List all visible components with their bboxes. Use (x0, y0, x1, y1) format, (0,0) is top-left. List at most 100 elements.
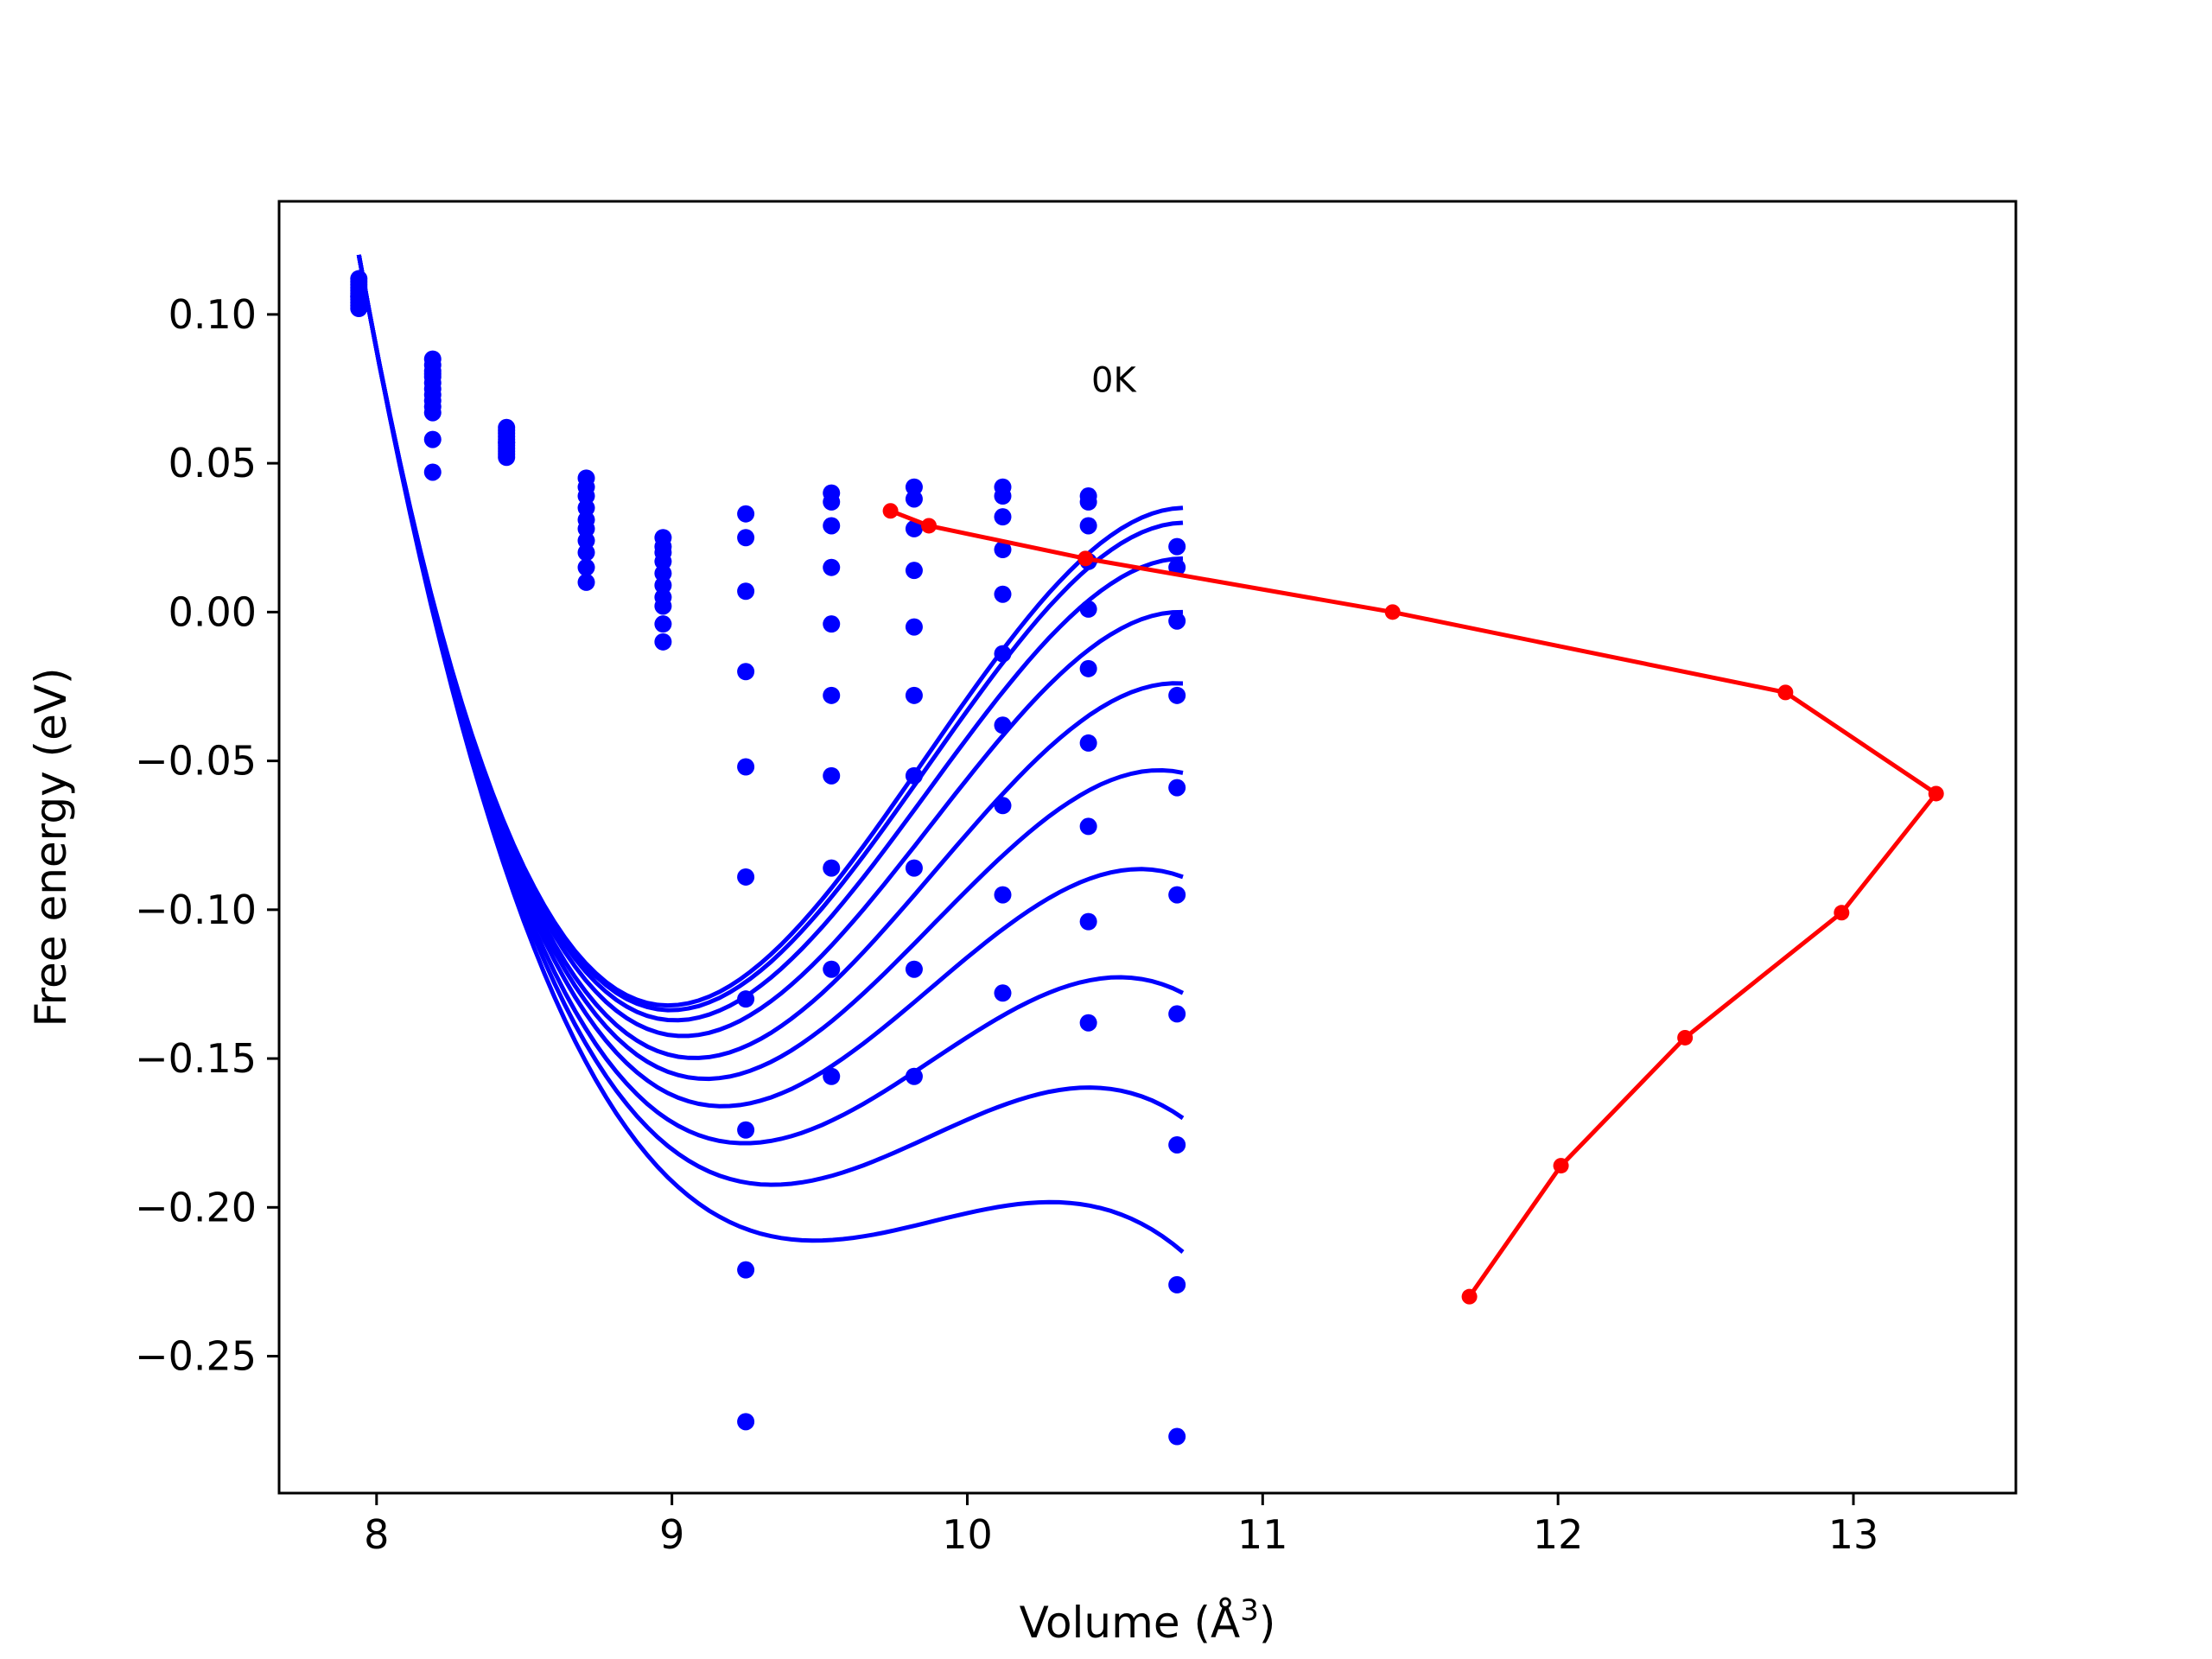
y-tick-label-4: −0.10 (135, 887, 257, 933)
data-point-s2-v7 (905, 519, 923, 537)
data-point-s5-v9 (1079, 659, 1097, 677)
data-point-s7-v6 (823, 859, 841, 877)
data-point-s8-v6 (823, 960, 841, 978)
data-point-s8-v10 (1168, 1275, 1186, 1294)
data-point-s7-v5 (737, 1121, 755, 1139)
data-point-s3-v3 (577, 499, 595, 517)
data-point-s7-v9 (1079, 817, 1097, 836)
x-tick-label-11: 11 (1237, 1511, 1288, 1558)
axes-frame (277, 200, 2018, 1495)
x-axis: 8 9 10 11 12 13 (364, 1493, 1878, 1558)
data-point-extra-0 (423, 365, 442, 383)
data-point-s9-v8 (994, 984, 1012, 1002)
data-point-s4-v4 (654, 564, 672, 582)
data-point-s6-v6 (823, 766, 841, 785)
minimum-line (889, 508, 1940, 1299)
minimum-point-1 (921, 518, 938, 534)
data-point-s2-v3 (577, 487, 595, 505)
data-point-s2-v9 (1079, 517, 1097, 535)
data-point-s6-v7 (905, 766, 923, 785)
x-tick-label-13: 13 (1828, 1511, 1879, 1558)
data-point-s7-v3 (577, 543, 595, 562)
x-axis-label-text: Volume (Å (1020, 1598, 1241, 1648)
data-point-s1-v5 (737, 529, 755, 547)
data-point-extra-5 (350, 270, 368, 288)
data-point-s0-v7 (905, 478, 923, 496)
minimum-point-4 (1777, 684, 1794, 701)
minimum-point-3 (1384, 604, 1401, 620)
x-tick-label-10: 10 (942, 1511, 993, 1558)
data-point-s9-v4 (654, 632, 672, 651)
annotation-0k: 0K (1091, 360, 1137, 400)
data-point-s5-v5 (737, 868, 755, 886)
y-tick-label-1: 0.05 (168, 440, 257, 486)
y-tick-label-2: 0.00 (168, 588, 257, 635)
data-point-s5-v3 (577, 519, 595, 537)
data-point-s2-v8 (994, 508, 1012, 526)
data-point-s5-v6 (823, 686, 841, 704)
data-point-s3-v8 (994, 541, 1012, 559)
data-point-s9-v2 (498, 448, 516, 467)
data-point-s5-v8 (994, 645, 1012, 663)
x-axis-label: Volume (Å3) (1020, 1593, 1276, 1648)
data-point-s3-v7 (905, 562, 923, 580)
data-point-extra-4 (498, 434, 516, 452)
data-point-s9-v10 (1168, 1427, 1186, 1446)
x-tick-label-12: 12 (1533, 1511, 1584, 1558)
data-point-extra-2 (423, 463, 442, 481)
y-tick-label-6: −0.20 (135, 1184, 257, 1230)
data-point-s3-v6 (823, 558, 841, 576)
minimum-point-5 (1928, 785, 1944, 802)
x-tick-label-8: 8 (364, 1511, 389, 1558)
data-point-s4-v6 (823, 615, 841, 633)
data-point-s1-v7 (905, 490, 923, 508)
data-point-s6-v9 (1079, 734, 1097, 752)
data-point-s6-v3 (577, 531, 595, 550)
x-axis-label-end: ) (1259, 1598, 1276, 1648)
data-point-s7-v10 (1168, 1135, 1186, 1154)
fit-curve-9 (356, 254, 1185, 1254)
data-point-s8-v9 (1079, 912, 1097, 931)
data-point-s4-v10 (1168, 779, 1186, 797)
y-tick-label-5: −0.15 (135, 1035, 257, 1082)
data-point-s4-v8 (994, 585, 1012, 603)
data-point-s3-v10 (1168, 686, 1186, 704)
minimum-point-7 (1677, 1029, 1694, 1046)
data-point-extra-1 (423, 404, 442, 422)
data-point-s9-v1 (423, 430, 442, 448)
minimum-point-0 (882, 503, 899, 519)
y-tick-label-7: −0.25 (135, 1333, 257, 1380)
minimum-point-9 (1461, 1288, 1478, 1305)
minimum-point-6 (1834, 905, 1850, 921)
y-axis: 0.10 0.05 0.00 −0.05 −0.10 −0.15 −0.20 −0.25 (135, 291, 279, 1380)
plot-area (350, 254, 1944, 1446)
data-point-s0-v10 (1168, 537, 1186, 556)
y-tick-label-3: −0.05 (135, 738, 257, 785)
data-point-s9-v6 (823, 1067, 841, 1085)
data-point-s4-v9 (1079, 600, 1097, 618)
data-point-s7-v4 (654, 597, 672, 615)
data-point-s9-v5 (737, 1413, 755, 1431)
data-point-s1-v9 (1079, 493, 1097, 511)
data-point-s5-v10 (1168, 886, 1186, 904)
data-point-s9-v0 (350, 300, 368, 318)
x-tick-label-9: 9 (659, 1511, 684, 1558)
data-point-extra-6 (350, 288, 368, 306)
data-point-s9-v3 (577, 573, 595, 591)
minimum-point-2 (1077, 550, 1094, 567)
data-point-s8-v4 (654, 615, 672, 633)
data-point-s2-v6 (823, 517, 841, 535)
data-point-s8-v3 (577, 558, 595, 576)
y-axis-label: Free energy (eV) (26, 667, 76, 1027)
data-point-s4-v7 (905, 618, 923, 636)
data-point-s7-v7 (905, 859, 923, 877)
minimum-point-8 (1553, 1158, 1569, 1174)
data-point-s2-v10 (1168, 612, 1186, 630)
data-point-s6-v8 (994, 716, 1012, 734)
data-point-s9-v9 (1079, 1014, 1097, 1032)
y-tick-label-0: 0.10 (168, 291, 257, 338)
data-point-s6-v5 (737, 990, 755, 1008)
data-point-s8-v7 (905, 960, 923, 978)
